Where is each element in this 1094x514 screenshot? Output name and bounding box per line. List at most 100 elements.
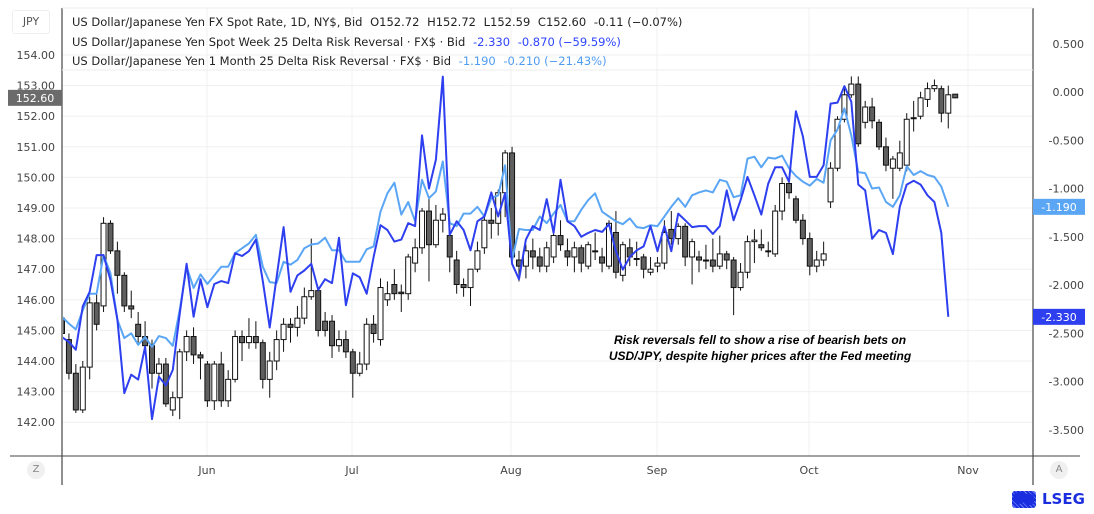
candle-body [772, 210, 779, 255]
candle [896, 140, 903, 172]
zoom-reset-button[interactable]: Z [27, 461, 45, 479]
right-axis-tick-label: -1.500 [1049, 231, 1084, 244]
candle-body [259, 342, 266, 380]
candle [931, 79, 938, 92]
candle-body [86, 302, 93, 368]
candle-body [232, 336, 239, 380]
candle-body [723, 253, 730, 261]
left-axis-tick-label: 144.00 [17, 355, 56, 368]
candle-body [876, 121, 883, 148]
candle [72, 364, 79, 414]
candle [827, 162, 834, 208]
legend-week-rr-change: -0.870 (−59.59%) [517, 34, 621, 49]
candle [239, 330, 246, 361]
candle-body [294, 317, 301, 328]
candle-body [585, 244, 592, 267]
candle-body [827, 167, 834, 203]
candle [702, 244, 709, 270]
candle [294, 305, 301, 337]
candle-body [460, 284, 467, 289]
legend-spot[interactable]: US Dollar/Japanese Yen FX Spot Rate, 1D,… [72, 13, 686, 33]
candle [377, 278, 384, 346]
candle [107, 220, 114, 254]
candle [765, 241, 772, 257]
candle-body [280, 323, 287, 341]
candle [412, 238, 419, 273]
candle [564, 238, 571, 267]
legend-week-rr[interactable]: US Dollar/Japanese Yen Spot Week 25 Delt… [72, 33, 686, 53]
candle-body [266, 360, 273, 380]
candle-body [467, 268, 474, 289]
candle-body [405, 256, 412, 295]
candle-body [79, 366, 86, 411]
candle-body [882, 146, 889, 166]
candle-body [474, 250, 481, 270]
candle-body [183, 336, 190, 353]
candle [391, 269, 398, 300]
candle-body [93, 302, 100, 325]
last-price-label-box [8, 89, 62, 106]
candle-body [744, 241, 751, 273]
candle-body [848, 83, 855, 96]
candle-body [779, 183, 786, 212]
candle [945, 85, 952, 129]
month-rr-line [63, 107, 950, 348]
currency-label[interactable]: JPY [12, 10, 50, 34]
x-axis-tick-label: Jun [197, 464, 215, 477]
candle-body [924, 88, 931, 100]
candle-body [578, 247, 585, 264]
candle [398, 284, 405, 313]
candle-body [176, 351, 183, 399]
left-axis-tick-label: 148.00 [17, 233, 56, 246]
candle-body [384, 293, 391, 301]
candle [225, 370, 232, 407]
candle [481, 217, 488, 254]
candle-body [571, 247, 578, 258]
candle [723, 250, 730, 270]
candle-body [855, 83, 862, 145]
legend-spot-change: -0.11 (−0.07%) [593, 15, 683, 29]
legend-month-rr-name: US Dollar/Japanese Yen 1 Month 25 Delta … [72, 54, 452, 68]
candle-body [529, 250, 536, 258]
candle [128, 290, 135, 319]
candle-body [765, 250, 772, 253]
candle-body [488, 219, 495, 224]
candle [176, 348, 183, 420]
legend-week-rr-last: -2.330 [472, 34, 511, 49]
candle [696, 250, 703, 273]
candle [183, 330, 190, 361]
candle-body [557, 235, 564, 246]
candle-body [834, 118, 841, 169]
left-axis-tick-label: 153.00 [17, 80, 56, 93]
candle-body [398, 291, 405, 295]
candle [619, 241, 626, 282]
candle [571, 241, 578, 273]
candle-body [862, 106, 869, 123]
x-axis-tick-label: Sep [647, 464, 668, 477]
candle-body [315, 290, 322, 331]
right-axis-tick-label: -3.000 [1049, 376, 1084, 389]
candle-body [155, 363, 162, 374]
legend-month-rr[interactable]: US Dollar/Japanese Yen 1 Month 25 Delta … [72, 52, 686, 72]
candle-body [550, 235, 557, 258]
legend-spot-close: C152.60 [537, 15, 587, 29]
candle-body [225, 378, 232, 402]
candle-body [640, 256, 647, 270]
candle [135, 312, 142, 343]
candle-body [709, 259, 716, 267]
candle [910, 100, 917, 132]
candle [889, 155, 896, 199]
candle-body [751, 239, 758, 243]
candle [197, 351, 204, 380]
candle-body [737, 271, 744, 289]
candle-body [107, 222, 114, 252]
candle-body [65, 339, 72, 374]
candle-body [453, 259, 460, 285]
candle-body [308, 290, 315, 298]
left-axis-tick-label: 150.00 [17, 171, 56, 184]
candle-body [169, 397, 176, 411]
candle [924, 82, 931, 108]
auto-scale-button[interactable]: A [1050, 461, 1068, 479]
candle-body [599, 256, 606, 264]
